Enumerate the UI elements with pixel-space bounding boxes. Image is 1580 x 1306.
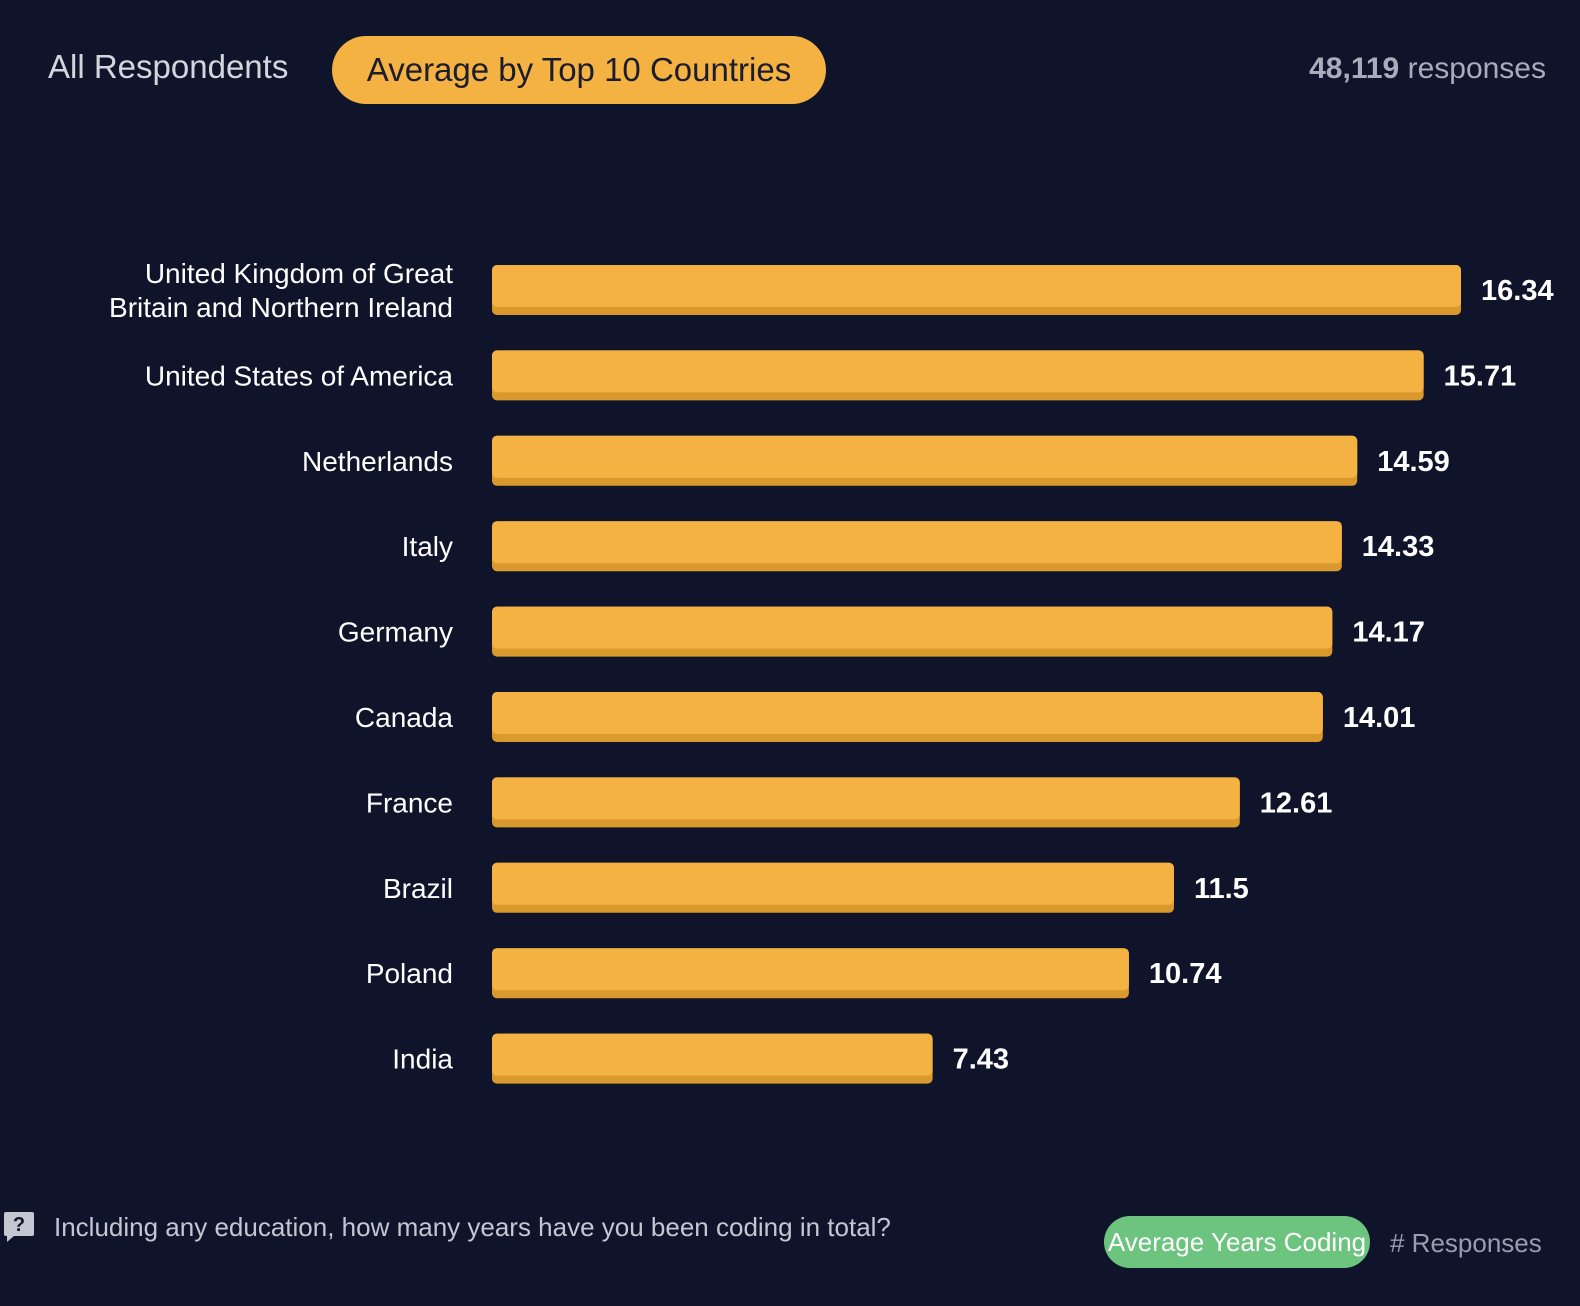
category-label: Netherlands: [302, 446, 453, 477]
bar[interactable]: [492, 862, 1174, 905]
tab-all-respondents[interactable]: All Respondents: [48, 48, 289, 85]
bar-value-label: 16.34: [1481, 275, 1554, 307]
survey-question: ? Including any education, how many year…: [0, 1210, 891, 1244]
category-label: United Kingdom of Great: [145, 258, 453, 289]
bar[interactable]: [492, 948, 1129, 991]
bar-value-label: 7.43: [953, 1044, 1009, 1076]
category-label: India: [392, 1044, 453, 1075]
bar[interactable]: [492, 521, 1342, 564]
bar-value-label: 14.01: [1343, 702, 1416, 734]
response-count-suffix: responses: [1407, 52, 1546, 85]
legend-average-years-coding[interactable]: Average Years Coding: [1104, 1216, 1370, 1268]
bar-row: 10.74 Poland: [366, 948, 1222, 999]
bar-row: 11.5 Brazil: [383, 862, 1249, 913]
tab-top-10-countries[interactable]: Average by Top 10 Countries: [332, 36, 826, 104]
response-count: 48,119 responses: [1309, 52, 1546, 86]
bar[interactable]: [492, 777, 1240, 820]
category-label: France: [366, 787, 453, 818]
bar[interactable]: [492, 265, 1461, 307]
bar[interactable]: [492, 1033, 933, 1076]
bar[interactable]: [492, 692, 1323, 734]
legend-responses[interactable]: # Responses: [1390, 1228, 1542, 1258]
bar[interactable]: [492, 350, 1424, 393]
bar-row: 14.17 Germany: [338, 606, 1425, 657]
bar-row: 14.33 Italy: [402, 521, 1435, 572]
bar-row: 14.01 Canada: [355, 692, 1415, 742]
bar-value-label: 11.5: [1194, 873, 1249, 905]
bar-value-label: 14.33: [1362, 531, 1435, 563]
survey-question-text: Including any education, how many years …: [54, 1211, 891, 1242]
category-label: Canada: [355, 702, 454, 733]
bar-value-label: 10.74: [1149, 958, 1222, 990]
question-icon: ?: [4, 1212, 34, 1242]
bar-value-label: 14.59: [1377, 446, 1450, 478]
category-label: Britain and Northern Ireland: [109, 292, 453, 323]
bar-row: 7.43 India: [392, 1033, 1009, 1084]
category-label: United States of America: [145, 360, 454, 391]
bar[interactable]: [492, 606, 1333, 649]
bar-value-label: 12.61: [1260, 787, 1333, 819]
category-label: Germany: [338, 617, 453, 648]
bar-value-label: 14.17: [1352, 617, 1425, 649]
bar-row: 14.59 Netherlands: [302, 435, 1450, 486]
category-label: Poland: [366, 958, 453, 989]
category-label: Brazil: [383, 873, 453, 904]
svg-text:?: ?: [13, 1214, 25, 1236]
bar-value-label: 15.71: [1444, 360, 1517, 392]
response-count-value: 48,119: [1309, 52, 1400, 85]
bar-row: 15.71 United States of America: [145, 350, 1517, 401]
category-label: Italy: [402, 531, 453, 562]
bar-row: 12.61 France: [366, 777, 1333, 828]
bar[interactable]: [492, 435, 1358, 478]
